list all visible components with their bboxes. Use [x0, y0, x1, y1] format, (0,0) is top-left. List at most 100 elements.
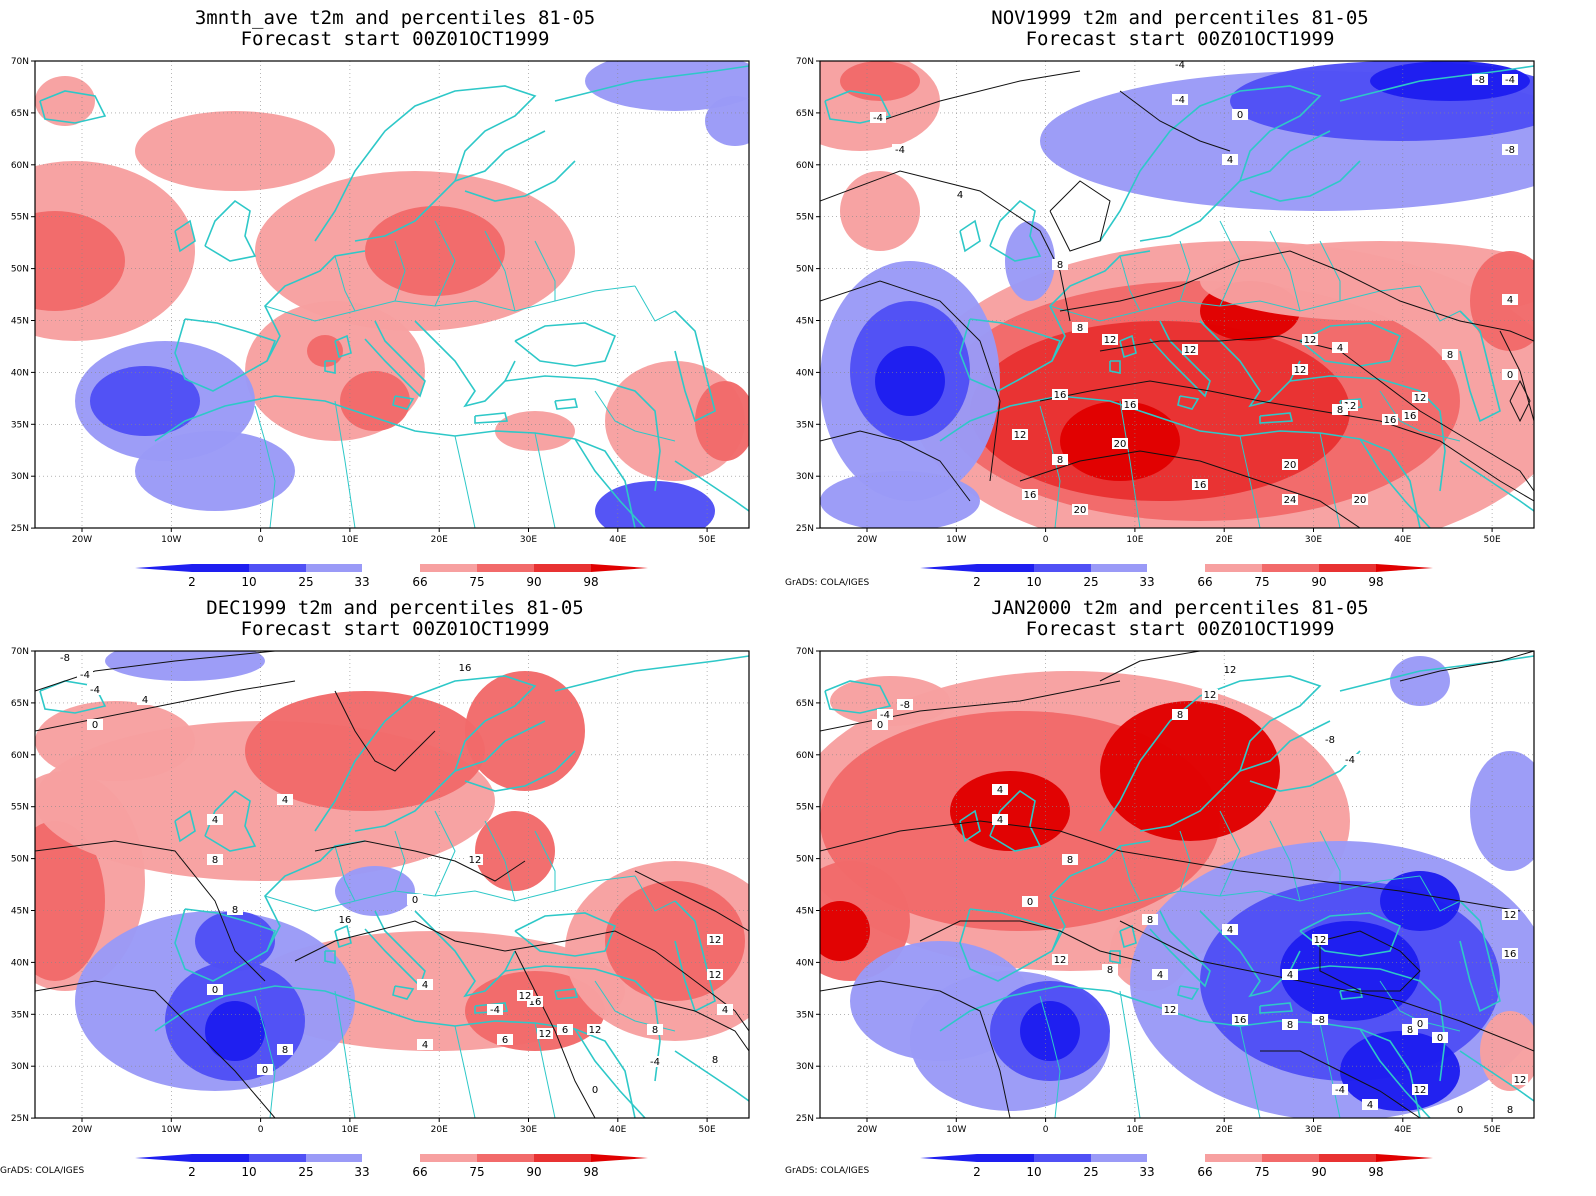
x-tick-label: 10E: [341, 1125, 358, 1135]
colorbar-segment: [1319, 564, 1376, 572]
colorbar-label: 33: [1139, 575, 1154, 589]
contour-label: 0: [1417, 1019, 1423, 1030]
country-border: [394, 830, 406, 892]
contour-label: 12: [1104, 335, 1117, 346]
contour-label-bg: [1412, 392, 1428, 403]
x-tick-label: 10E: [1126, 1125, 1143, 1135]
contour-label-bg: [1442, 349, 1458, 360]
contour-label: -4: [873, 113, 883, 124]
country-border: [1319, 1022, 1341, 1118]
coastline: [504, 965, 661, 1082]
colorbar-segment: [1034, 1154, 1091, 1162]
y-tick-label: 70N: [796, 647, 814, 657]
coastline: [1299, 912, 1402, 957]
x-tick-label: 30E: [1305, 1125, 1322, 1135]
x-tick-label: 10W: [161, 1125, 181, 1135]
coastline: [204, 789, 257, 852]
coastline: [154, 985, 636, 1118]
country-border: [634, 285, 676, 322]
contour-line: [1049, 180, 1111, 252]
colorbar-label: 2: [188, 575, 196, 589]
y-tick-label: 40N: [796, 958, 814, 968]
coastline: [554, 398, 579, 410]
colorbar-segment: [1262, 564, 1319, 572]
contour-label-bg: [1292, 364, 1308, 375]
contour-label-bg: [1322, 734, 1338, 745]
contour-line: [514, 950, 596, 1118]
coastline: [334, 924, 352, 949]
contour-label: 12: [1014, 430, 1027, 441]
country-border: [634, 875, 676, 912]
contour-line: [820, 170, 1071, 322]
colorbar-label: 10: [241, 1165, 256, 1179]
contour-label: 4: [1287, 970, 1293, 981]
y-tick-label: 45N: [11, 907, 29, 917]
coastline: [1359, 1028, 1431, 1118]
plot-frame: [819, 60, 1535, 529]
shaded-anomaly-red-light: [35, 76, 95, 126]
colorbar-label: 66: [1197, 575, 1212, 589]
colorbar-segment: [1262, 1154, 1319, 1162]
country-border: [484, 230, 516, 312]
colorbar-label: 90: [526, 575, 541, 589]
contour-label-bg: [487, 1004, 503, 1015]
country-border: [1239, 1025, 1261, 1118]
contour-label: 8: [212, 855, 218, 866]
gridlines: [35, 61, 749, 528]
country-border: [1119, 845, 1141, 902]
x-tick-label: 20W: [72, 535, 92, 545]
shaded-anomaly-blue-light: [135, 431, 295, 511]
x-tick-label: 40E: [609, 1125, 626, 1135]
contour-label-bg: [1112, 438, 1128, 449]
contour-label-bg: [1332, 404, 1348, 415]
y-tick-label: 25N: [11, 524, 29, 534]
contour-label-bg: [647, 1056, 663, 1067]
coastline: [1339, 655, 1534, 692]
coastline: [454, 720, 546, 772]
colorbar-label: 90: [526, 1165, 541, 1179]
colorbar-label: 75: [469, 1165, 484, 1179]
contour-label-bg: [1172, 94, 1188, 105]
contour-label: 12: [1204, 690, 1217, 701]
coastline: [1459, 460, 1534, 512]
contour-label-bg: [1022, 489, 1038, 500]
coastline: [464, 750, 576, 792]
coastline: [324, 950, 336, 964]
contour-label: 0: [877, 720, 883, 731]
contour-label-bg: [1222, 924, 1238, 935]
contour-label: 8: [1287, 1020, 1293, 1031]
contour-label: 16: [1124, 400, 1137, 411]
contour-line: [1399, 651, 1534, 682]
shaded-anomaly-red-mid: [695, 381, 749, 461]
contour-label-bg: [1412, 1018, 1428, 1029]
shaded-anomaly-red-mid: [340, 371, 410, 431]
shaded-anomaly-blue-light: [585, 61, 749, 111]
contour-label-bg: [1412, 1084, 1428, 1095]
country-border: [1219, 810, 1241, 897]
contour-label-bg: [207, 984, 223, 995]
country-border: [334, 400, 356, 528]
country-border: [534, 830, 556, 891]
contour-label: -4: [1345, 755, 1355, 766]
coastline: [674, 900, 716, 1013]
country-border: [1419, 285, 1461, 322]
contour-label: 16: [1404, 411, 1417, 422]
contour-label: 8: [652, 1025, 658, 1036]
contour-label: -4: [650, 1057, 660, 1068]
y-tick-label: 55N: [11, 213, 29, 223]
coastline: [959, 809, 981, 843]
contour-label: 4: [722, 1005, 728, 1016]
contour-label: 12: [1414, 393, 1427, 404]
shaded-anomaly-blue-mid: [90, 366, 200, 436]
country-border: [454, 1025, 476, 1118]
contour-label: 12: [1164, 1005, 1177, 1016]
contour-label-bg: [1282, 494, 1298, 505]
country-border: [1319, 240, 1341, 301]
panel-subtitle: Forecast start 00Z01OCT1999: [240, 28, 550, 50]
colorbar-segment: [534, 564, 591, 572]
colorbar-arrow-right: [591, 1154, 648, 1162]
x-tick-label: 20E: [431, 1125, 448, 1135]
contour-label: -4: [1335, 1085, 1345, 1096]
colorbar-arrow-right: [1376, 1154, 1433, 1162]
